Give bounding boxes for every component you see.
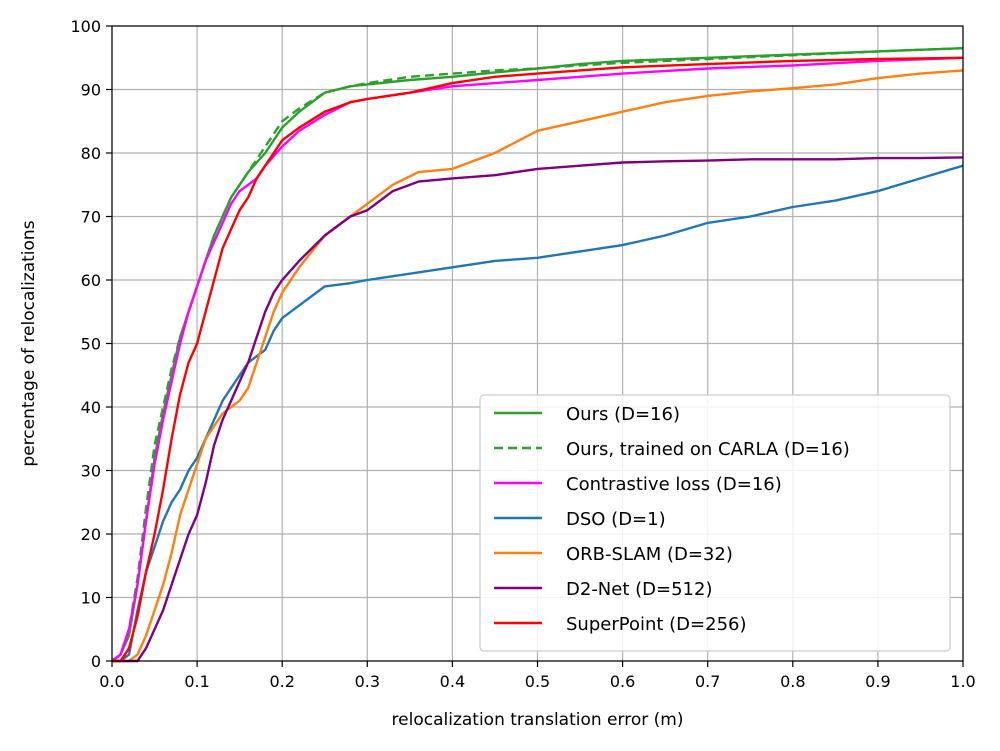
- series-line-3: [112, 164, 964, 663]
- legend-label-4: ORB-SLAM (D=32): [566, 544, 733, 565]
- x-tick-label: 0.8: [780, 672, 805, 691]
- legend-label-2: Contrastive loss (D=16): [566, 474, 782, 495]
- y-axis-label: percentage of relocalizations: [19, 220, 39, 466]
- legend-label-1: Ours, trained on CARLA (D=16): [566, 439, 850, 460]
- x-tick-label: 0.3: [355, 672, 380, 691]
- legend-box: [479, 394, 951, 652]
- legend-label-6: SuperPoint (D=256): [566, 614, 747, 635]
- y-tick-label: 10: [81, 589, 101, 608]
- x-tick-label: 0.1: [184, 672, 209, 691]
- legend: Ours (D=16) Ours, trained on CARLA (D=16)…: [479, 394, 951, 652]
- series-line-4: [112, 69, 964, 663]
- y-tick-label: 40: [81, 398, 101, 417]
- y-tick-label: 60: [81, 271, 101, 290]
- x-tick-label: 0.0: [99, 672, 124, 691]
- x-tick-label: 0.4: [440, 672, 465, 691]
- x-tick-label: 1.0: [950, 672, 975, 691]
- legend-label-0: Ours (D=16): [566, 404, 680, 425]
- x-tick-label: 0.5: [525, 672, 550, 691]
- series-line-5: [112, 156, 964, 663]
- y-tick-label: 50: [81, 335, 101, 354]
- x-tick-label: 0.2: [269, 672, 294, 691]
- y-tick-label: 30: [81, 462, 101, 481]
- y-tick-label: 90: [81, 81, 101, 100]
- x-axis-label: relocalization translation error (m): [392, 710, 684, 730]
- y-tick-label: 20: [81, 525, 101, 544]
- series-line-2: [111, 56, 964, 662]
- x-tick-label: 0.9: [865, 672, 890, 691]
- axis-ticks: 0.0 0.1 0.2 0.3 0.4 0.5 0.6 0.7 0.8 0.9 1.0 0 10 20 30…: [70, 17, 975, 691]
- x-tick-label: 0.6: [610, 672, 635, 691]
- y-tick-label: 0: [91, 652, 101, 671]
- x-tick-label: 0.7: [695, 672, 720, 691]
- legend-label-3: DSO (D=1): [566, 509, 666, 530]
- series-lines: [111, 47, 964, 663]
- legend-label-5: D2-Net (D=512): [566, 579, 712, 600]
- y-tick-label: 70: [81, 208, 101, 227]
- y-tick-label: 80: [81, 144, 101, 163]
- y-tick-label: 100: [70, 17, 101, 36]
- series-line-1: [111, 47, 964, 662]
- series-line-6: [112, 56, 964, 663]
